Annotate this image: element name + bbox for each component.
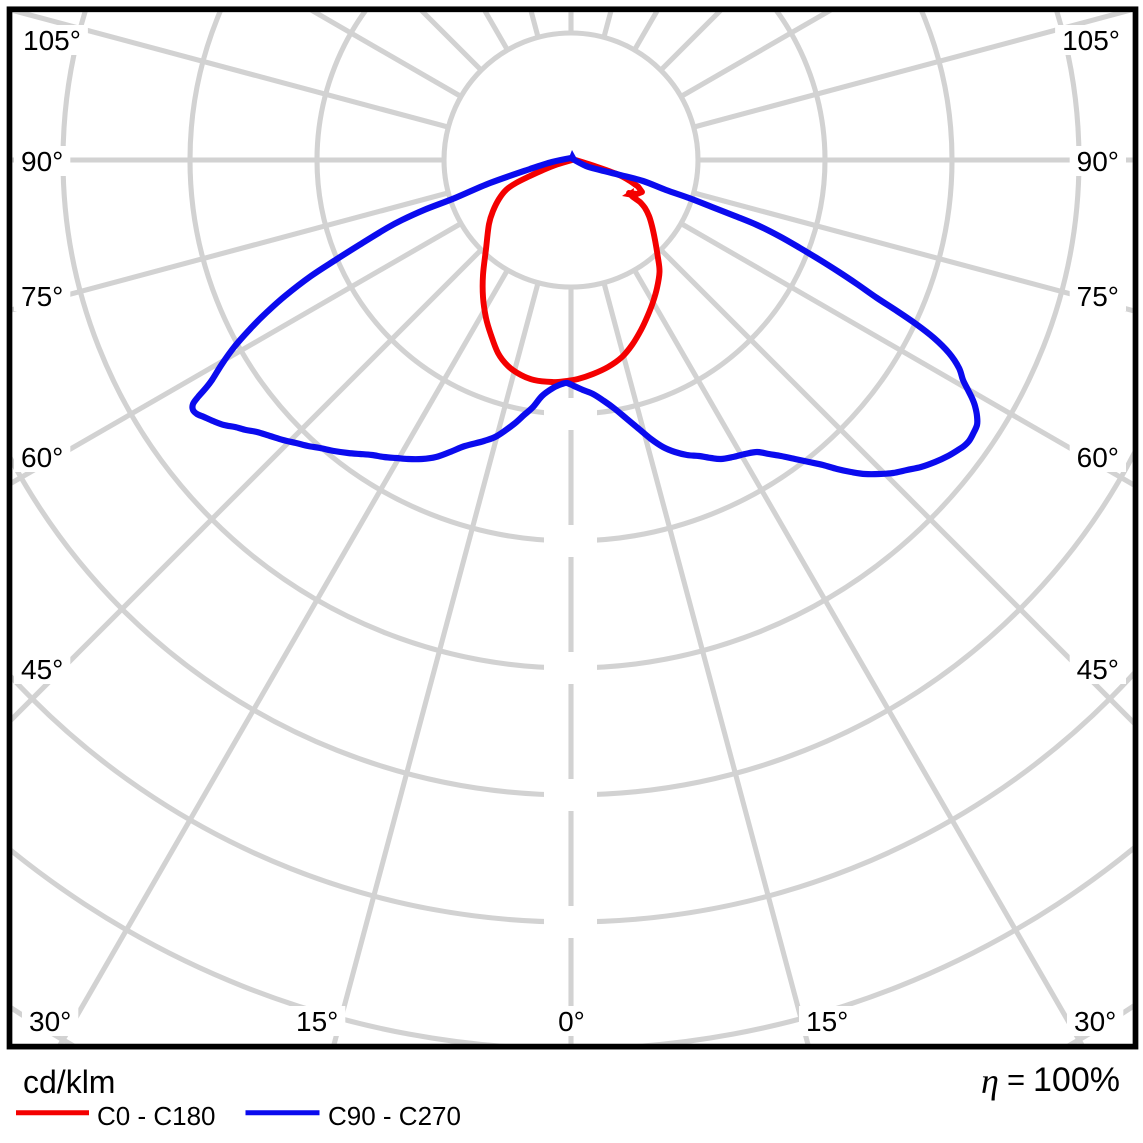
svg-text:100%: 100% bbox=[1033, 1061, 1120, 1099]
svg-text:75°: 75° bbox=[21, 281, 63, 312]
svg-text:=: = bbox=[1007, 1062, 1025, 1097]
svg-text:90°: 90° bbox=[1077, 146, 1119, 177]
svg-text:60°: 60° bbox=[21, 442, 63, 473]
svg-text:60°: 60° bbox=[1077, 442, 1119, 473]
svg-text:105°: 105° bbox=[1062, 25, 1120, 56]
svg-text:15°: 15° bbox=[296, 1006, 338, 1037]
svg-text:C90 - C270: C90 - C270 bbox=[328, 1101, 461, 1131]
svg-text:0°: 0° bbox=[558, 1006, 585, 1037]
svg-text:30°: 30° bbox=[29, 1006, 71, 1037]
svg-text:C0 - C180: C0 - C180 bbox=[97, 1101, 216, 1131]
svg-text:η: η bbox=[981, 1061, 999, 1101]
svg-text:90°: 90° bbox=[21, 146, 63, 177]
svg-text:15°: 15° bbox=[806, 1006, 848, 1037]
svg-text:45°: 45° bbox=[21, 654, 63, 685]
svg-text:45°: 45° bbox=[1077, 654, 1119, 685]
svg-text:75°: 75° bbox=[1077, 281, 1119, 312]
svg-text:cd/klm: cd/klm bbox=[23, 1064, 115, 1100]
svg-text:105°: 105° bbox=[23, 25, 81, 56]
svg-text:30°: 30° bbox=[1074, 1006, 1116, 1037]
